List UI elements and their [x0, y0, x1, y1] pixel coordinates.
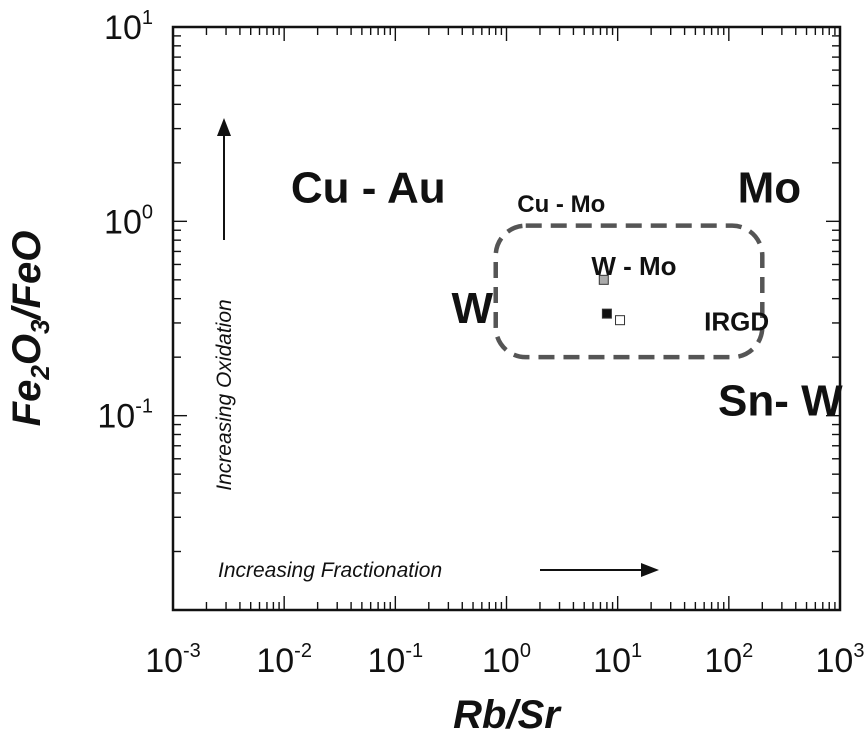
field-label: Cu - Au — [291, 164, 446, 213]
x-tick-label: 102 — [704, 640, 753, 680]
field-label: Cu - Mo — [517, 191, 605, 218]
fractionation-annotation: Increasing Fractionation — [218, 559, 442, 582]
oxidation-arrow-head — [217, 118, 231, 136]
y-tick-label: 10-1 — [97, 396, 153, 436]
field-label: W — [451, 284, 493, 333]
data-points — [598, 274, 626, 326]
data-point — [598, 274, 609, 285]
field-label: IRGD — [704, 306, 769, 336]
y-tick-label: 100 — [104, 201, 153, 241]
y-tick-label: 101 — [104, 7, 153, 47]
oxidation-annotation: Increasing Oxidation — [213, 299, 236, 490]
fractionation-arrow-icon — [540, 563, 659, 577]
irgd-dashed-boundary — [493, 223, 765, 360]
y-tick-labels: 101 100 10-1 — [97, 7, 153, 436]
data-point — [601, 308, 612, 319]
plot-frame — [171, 25, 842, 612]
axis-ticks — [172, 27, 840, 611]
data-point — [615, 315, 626, 326]
field-label: Sn- W — [718, 377, 843, 426]
x-axis-title: Rb/Sr — [453, 693, 562, 729]
fractionation-arrow-head — [641, 563, 659, 577]
irgd-region — [493, 223, 765, 360]
oxidation-arrow-icon — [217, 118, 231, 240]
x-tick-label: 103 — [816, 640, 865, 680]
field-label: Mo — [738, 164, 802, 213]
x-tick-label: 10-3 — [145, 640, 201, 680]
x-tick-label: 10-1 — [368, 640, 424, 680]
x-tick-label: 101 — [593, 640, 642, 680]
y-axis-title: Fe2O3/FeO — [5, 231, 55, 427]
x-tick-labels: 10-3 10-2 10-1 100 101 102 103 — [145, 640, 864, 680]
x-tick-label: 10-2 — [256, 640, 312, 680]
x-tick-label: 100 — [482, 640, 531, 680]
